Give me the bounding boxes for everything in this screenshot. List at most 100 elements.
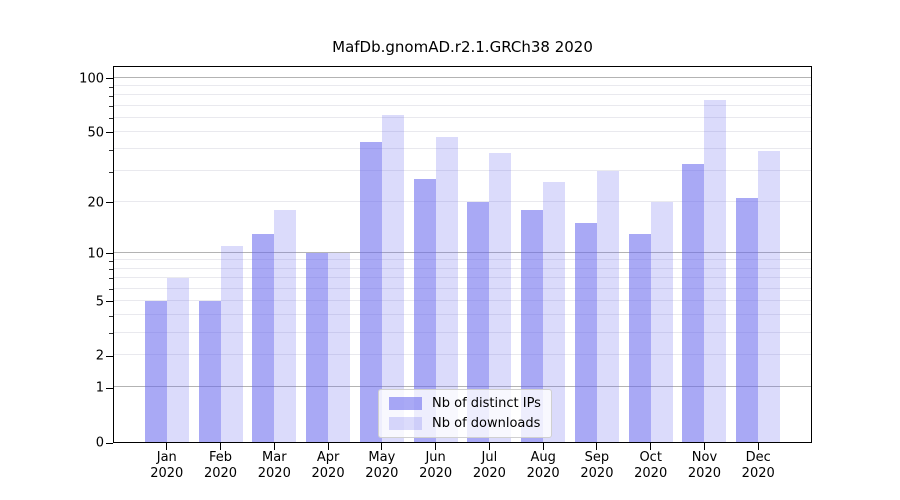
gridline-6 (114, 287, 811, 289)
y-tick-label-10: 10 (87, 246, 104, 262)
y-minor-tick-90 (109, 86, 113, 88)
y-tick-label-50: 50 (87, 125, 104, 141)
gridline-4 (114, 314, 811, 316)
legend-label-distinct-ips: Nb of distinct IPs (432, 396, 541, 411)
bar-nb-of-downloads-oct-2020 (650, 201, 673, 442)
x-label-month-aug: Aug (530, 450, 556, 465)
x-label-year-dec: 2020 (741, 466, 775, 481)
x-tick-mar-2020 (273, 443, 275, 450)
bar-nb-of-distinct-ips-mar-2020 (252, 233, 275, 442)
x-label-year-feb: 2020 (203, 466, 238, 481)
x-tick-apr-2020 (327, 443, 329, 450)
gridline-2 (114, 354, 811, 356)
plot-area (113, 66, 812, 443)
gridline-1 (114, 386, 811, 388)
x-label-year-nov: 2020 (687, 466, 721, 481)
y-tick-50 (106, 132, 113, 134)
x-tick-dec-2020 (757, 443, 759, 450)
x-tick-label-aug-2020: Aug 2020 (527, 450, 560, 482)
x-label-year-jun: 2020 (419, 466, 453, 481)
legend-swatch-downloads (389, 417, 422, 430)
bar-nb-of-distinct-ips-feb-2020 (198, 300, 221, 442)
x-label-year-jul: 2020 (472, 466, 506, 481)
bar-nb-of-downloads-jun-2020 (435, 136, 458, 442)
bar-nb-of-distinct-ips-jan-2020 (144, 300, 167, 442)
x-tick-label-jun-2020: Jun 2020 (419, 450, 452, 482)
x-label-year-aug: 2020 (526, 466, 560, 481)
x-tick-feb-2020 (220, 443, 222, 450)
x-tick-label-mar-2020: Mar 2020 (258, 450, 291, 482)
bar-nb-of-downloads-dec-2020 (758, 151, 781, 442)
y-tick-2 (106, 355, 113, 357)
y-minor-tick-80 (109, 95, 113, 97)
bar-nb-of-distinct-ips-jun-2020 (413, 179, 436, 442)
gridline-40 (114, 148, 811, 150)
gridline-8 (114, 267, 811, 269)
y-tick-0 (106, 442, 113, 444)
gridline-5 (114, 299, 811, 301)
bar-nb-of-downloads-aug-2020 (543, 182, 566, 442)
x-label-month-oct: Oct (639, 450, 662, 465)
x-tick-label-jul-2020: Jul 2020 (473, 450, 506, 482)
bar-nb-of-downloads-jan-2020 (166, 277, 189, 442)
x-tick-label-may-2020: May 2020 (365, 450, 398, 482)
bar-nb-of-distinct-ips-oct-2020 (628, 233, 651, 442)
x-tick-label-nov-2020: Nov 2020 (688, 450, 721, 482)
x-label-month-mar: Mar (262, 450, 287, 465)
bar-nb-of-downloads-may-2020 (381, 115, 404, 442)
gridline-30 (114, 170, 811, 172)
bar-nb-of-downloads-jul-2020 (489, 153, 512, 442)
x-label-month-apr: Apr (316, 450, 340, 465)
bar-nb-of-downloads-nov-2020 (704, 100, 727, 442)
gridline-90 (114, 85, 811, 87)
x-label-month-nov: Nov (691, 450, 718, 465)
x-tick-label-oct-2020: Oct 2020 (634, 450, 667, 482)
x-label-year-jan: 2020 (150, 466, 184, 481)
gridline-100 (114, 76, 811, 78)
x-label-month-jan: Jan (156, 450, 177, 465)
gridline-9 (114, 259, 811, 261)
y-tick-100 (106, 78, 113, 80)
y-tick-label-2: 2 (95, 348, 104, 364)
legend: Nb of distinct IPs Nb of downloads (378, 389, 552, 438)
x-label-month-feb: Feb (209, 450, 233, 465)
x-tick-jun-2020 (435, 443, 437, 450)
x-label-year-sep: 2020 (580, 466, 614, 481)
gridline-70 (114, 104, 811, 106)
x-tick-oct-2020 (650, 443, 652, 450)
bar-nb-of-downloads-sep-2020 (596, 171, 619, 442)
y-minor-tick-7 (109, 278, 113, 280)
gridline-60 (114, 116, 811, 118)
y-minor-tick-8 (109, 269, 113, 271)
gridline-80 (114, 94, 811, 96)
x-label-month-jul: Jul (481, 450, 498, 465)
gridline-20 (114, 200, 811, 202)
bar-nb-of-distinct-ips-aug-2020 (521, 209, 544, 442)
x-label-month-dec: Dec (745, 450, 771, 465)
x-tick-nov-2020 (703, 443, 705, 450)
y-tick-label-1: 1 (95, 380, 104, 396)
chart-title: MafDb.gnomAD.r2.1.GRCh38 2020 (332, 38, 593, 56)
x-label-year-may: 2020 (365, 466, 399, 481)
x-label-year-oct: 2020 (634, 466, 668, 481)
x-tick-label-sep-2020: Sep 2020 (580, 450, 613, 482)
legend-row-distinct-ips: Nb of distinct IPs (389, 395, 541, 412)
x-tick-label-jan-2020: Jan 2020 (150, 450, 183, 482)
bar-nb-of-distinct-ips-dec-2020 (736, 198, 759, 442)
bar-nb-of-distinct-ips-jul-2020 (467, 201, 490, 442)
bar-nb-of-downloads-apr-2020 (328, 252, 351, 442)
y-tick-1 (106, 387, 113, 389)
x-tick-may-2020 (381, 443, 383, 450)
y-tick-10 (106, 253, 113, 255)
y-minor-tick-4 (109, 315, 113, 317)
x-tick-sep-2020 (596, 443, 598, 450)
y-tick-label-5: 5 (95, 294, 104, 310)
gridline-7 (114, 276, 811, 278)
x-label-year-apr: 2020 (311, 466, 345, 481)
x-tick-aug-2020 (542, 443, 544, 450)
y-minor-tick-60 (109, 118, 113, 120)
y-tick-20 (106, 202, 113, 204)
bar-nb-of-distinct-ips-nov-2020 (682, 163, 705, 442)
bar-nb-of-distinct-ips-sep-2020 (574, 223, 597, 442)
